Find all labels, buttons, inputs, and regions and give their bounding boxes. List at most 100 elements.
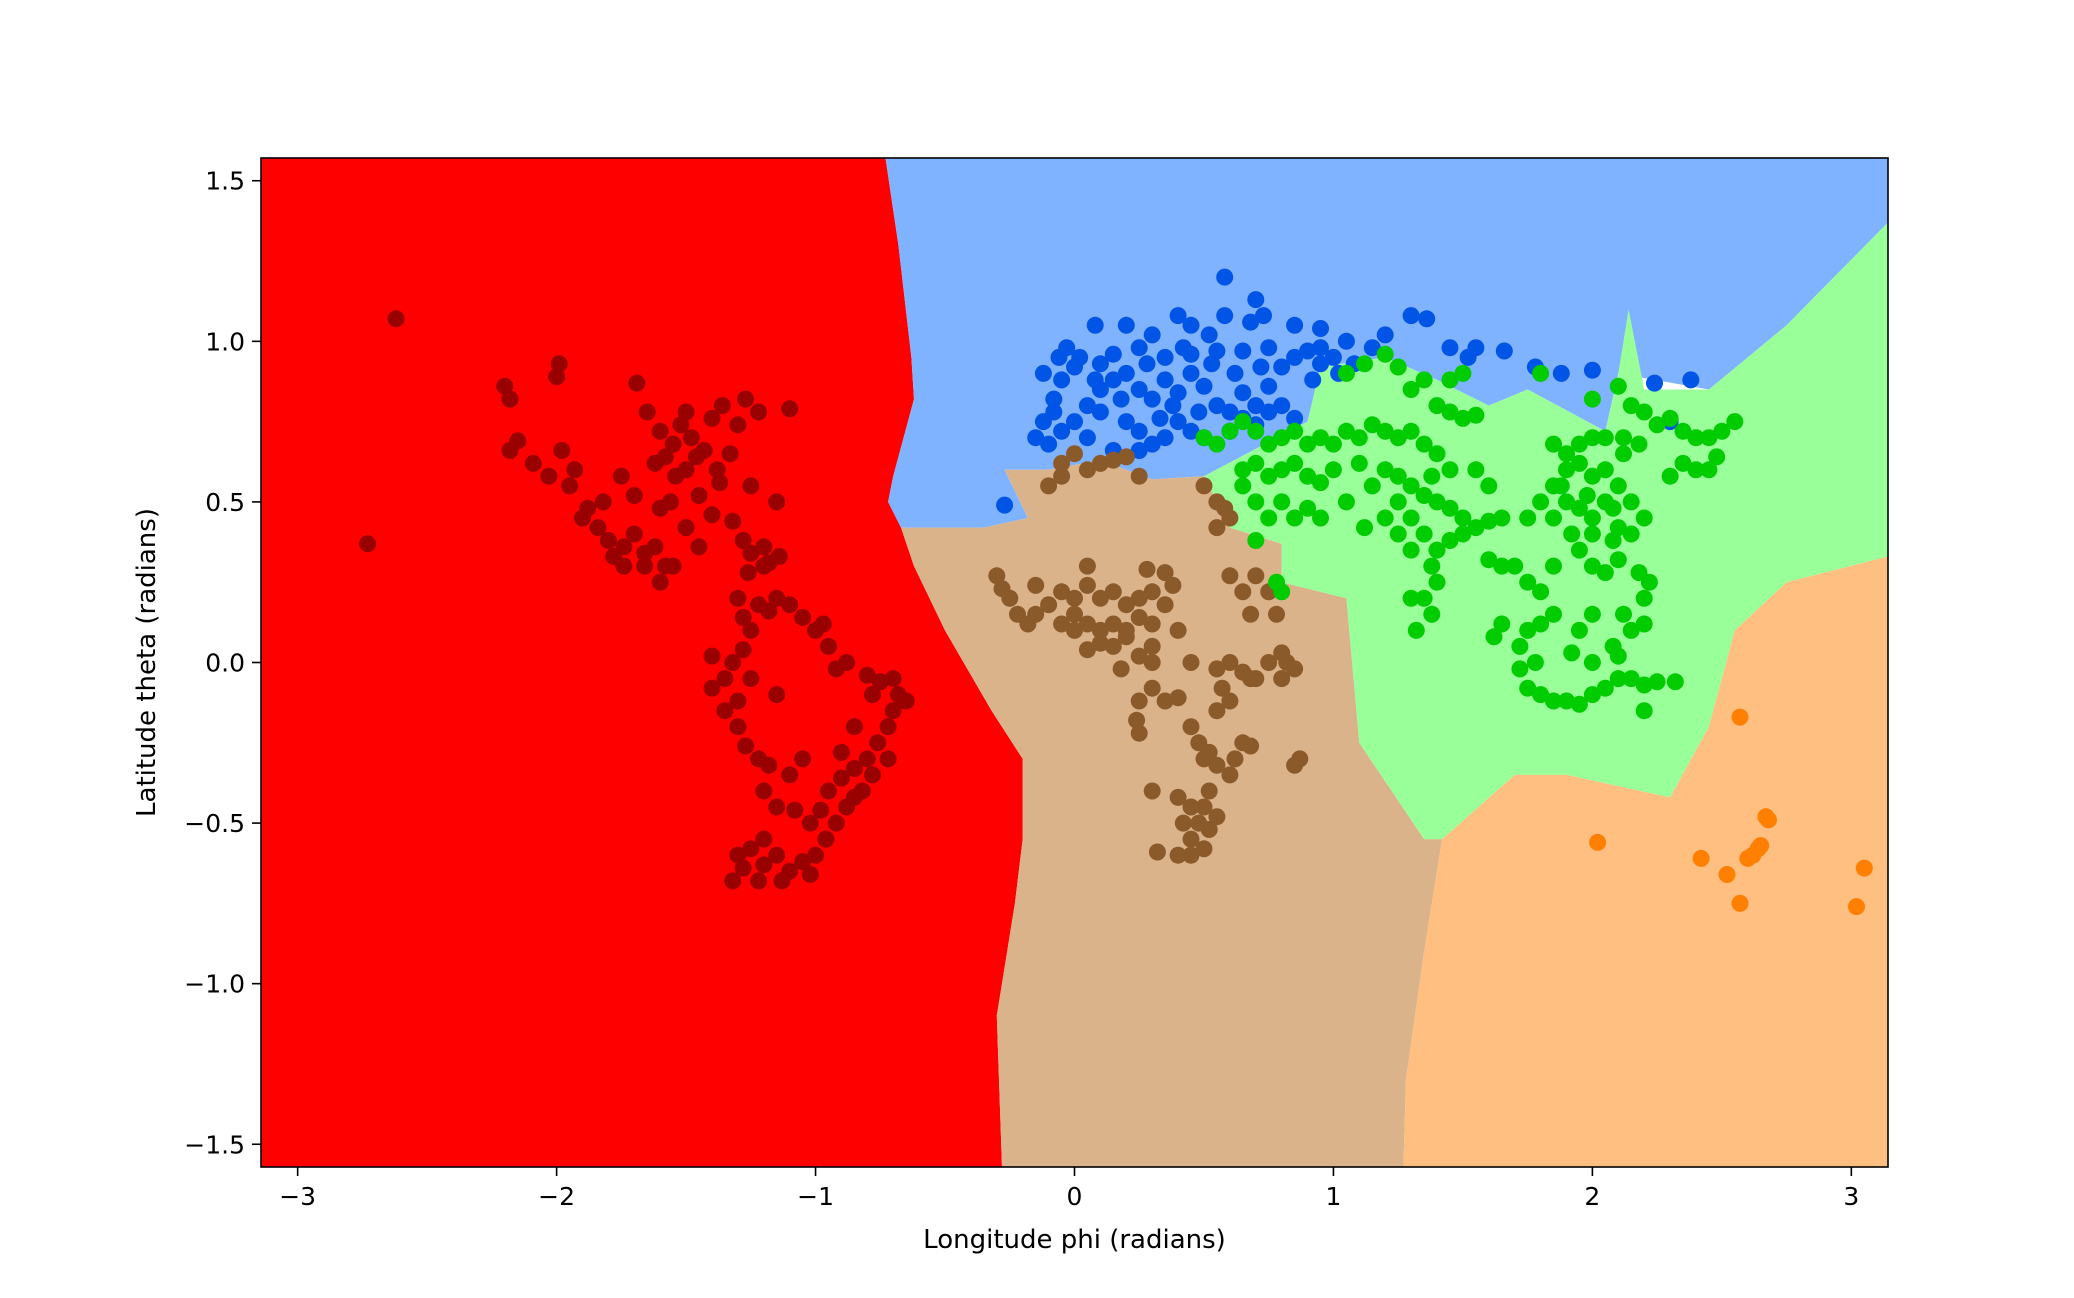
x-tick-label: 2 [1584,1182,1600,1211]
data-point [1570,621,1588,639]
data-point [1143,654,1161,671]
data-point [1363,339,1381,357]
data-point [1615,605,1632,623]
data-point [1726,413,1744,431]
data-point [1226,750,1244,768]
data-point [1692,849,1710,867]
data-point [1221,766,1239,784]
data-point [1441,403,1459,421]
data-point [703,409,721,427]
data-point [1130,442,1148,459]
data-point [1143,435,1161,453]
data-point [786,801,804,819]
data-point [1578,487,1596,504]
data-point [1583,525,1601,543]
data-point [1078,576,1096,594]
data-point [1174,814,1192,832]
data-point [1104,637,1122,655]
data-point [646,538,664,556]
data-point [550,355,568,373]
data-point [1304,371,1322,389]
data-point [1350,454,1368,472]
data-point [387,310,405,328]
data-point [755,538,773,556]
data-point [1299,467,1317,485]
data-point [1208,397,1226,415]
data-point [1208,756,1226,774]
data-point [1143,679,1161,697]
data-point [636,557,654,575]
data-point [820,637,837,655]
data-point [1138,355,1156,373]
data-point [755,557,773,575]
data-point [1596,493,1614,511]
data-point [1247,291,1265,309]
data-point [1519,621,1537,639]
data-point [1071,348,1089,366]
data-point [1402,589,1420,607]
data-point [1034,364,1052,382]
data-point [1182,422,1200,440]
data-point [1255,307,1272,325]
data-point [1441,499,1459,517]
data-point [1402,422,1420,440]
data-point [1415,435,1433,453]
data-point [1273,670,1291,688]
data-point [1203,355,1221,373]
data-point [1216,268,1234,286]
data-point [1174,339,1192,357]
data-point [1532,686,1550,704]
y-axis-ticks: −1.5 −1.0 −0.5 0.0 0.5 1.0 1.5 [184,167,261,1159]
data-point [662,493,679,511]
data-point [1234,461,1252,479]
data-point [1156,564,1174,582]
data-point [1467,519,1485,537]
data-point [615,557,633,575]
data-point [1402,541,1420,559]
data-point [1583,361,1601,379]
data-point [1078,615,1096,633]
data-point [1630,564,1648,582]
data-point [1078,461,1096,479]
data-point [1506,557,1524,575]
data-point [1441,532,1459,549]
data-point [1648,416,1666,434]
data-point [1552,477,1570,495]
data-point [1156,692,1174,710]
data-point [1130,381,1148,398]
data-point [1480,512,1498,530]
data-point [1091,621,1109,639]
data-point [845,788,863,806]
data-point [1713,422,1731,440]
data-point [1182,798,1200,816]
data-point [1485,628,1503,646]
data-point [625,525,643,543]
data-point [1402,509,1420,527]
data-point [1117,628,1135,646]
data-point [1273,644,1291,662]
data-point [1208,519,1226,537]
data-point [1200,782,1218,800]
data-point [1001,589,1019,607]
data-point [1495,342,1513,360]
y-tick-label: 0.5 [205,488,245,517]
data-point [1855,859,1873,877]
data-point [729,589,747,607]
data-point [729,718,747,736]
data-point [1117,316,1135,334]
data-point [750,403,768,421]
data-point [770,548,788,565]
data-point [801,866,819,883]
data-point [1260,654,1278,671]
data-point [1622,621,1640,639]
data-point [1169,788,1187,806]
data-point [1545,557,1562,575]
data-point [677,519,695,537]
data-point [1583,429,1601,447]
data-point [1286,454,1304,472]
data-point [1596,679,1614,697]
data-point [1130,467,1148,485]
data-point [1389,525,1407,543]
x-tick-label: −2 [538,1182,575,1211]
